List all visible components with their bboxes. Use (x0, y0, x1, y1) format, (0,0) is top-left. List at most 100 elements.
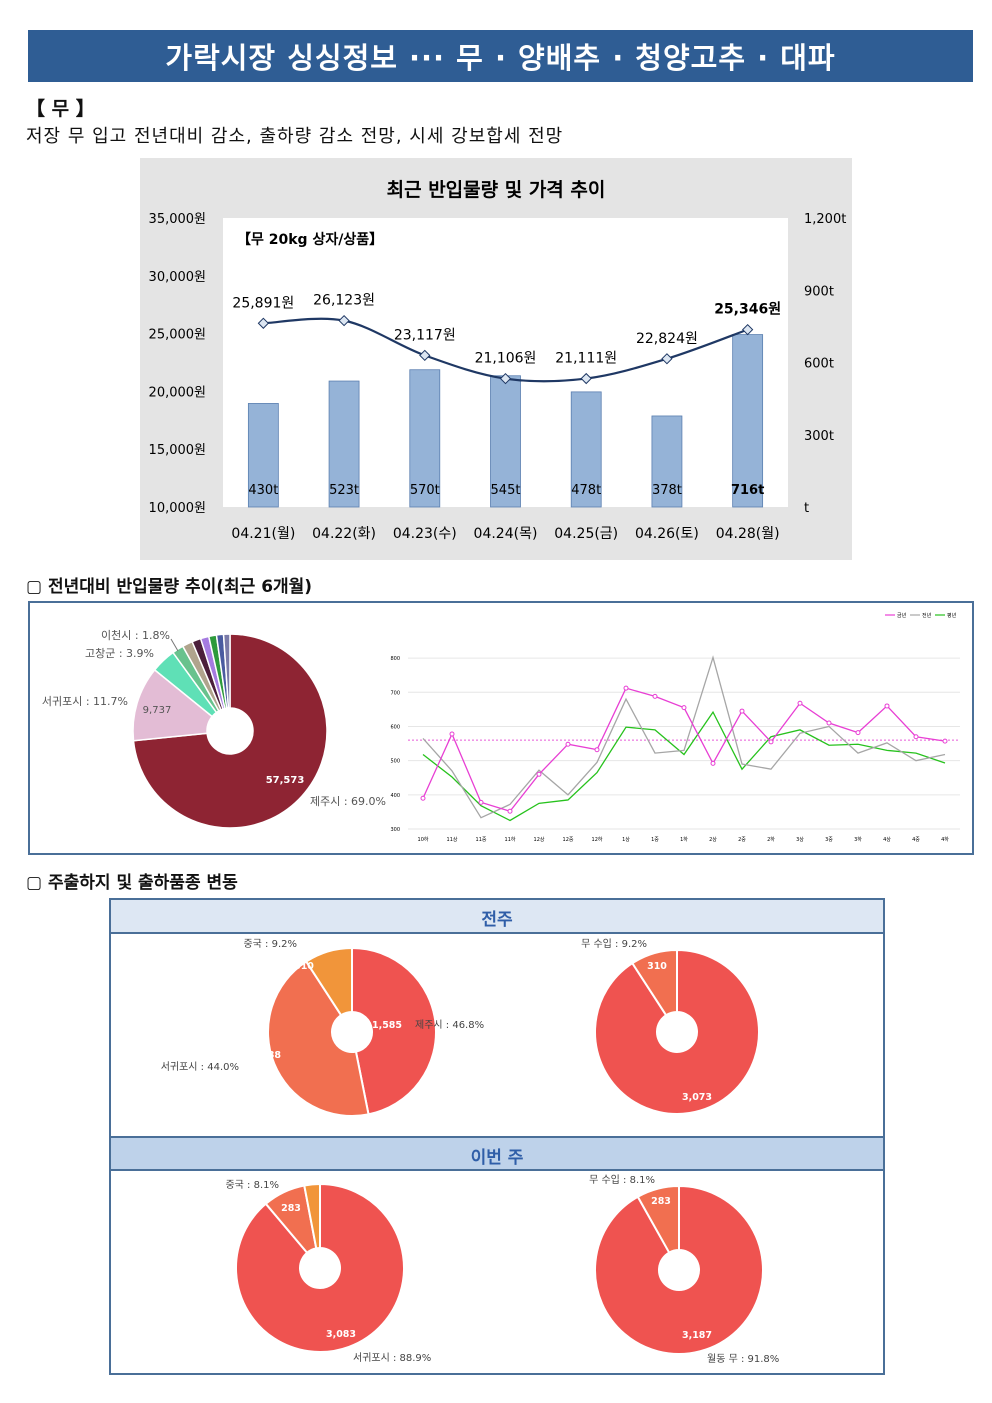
x-tick-label: 1하 (680, 836, 688, 843)
right-axis-tick: t (804, 501, 809, 516)
x-tick-label: 11상 (447, 836, 458, 843)
series-point (739, 708, 745, 714)
x-tick-label: 3중 (825, 837, 833, 843)
x-tick-label: 2상 (709, 836, 717, 843)
bar-label: 378t (652, 483, 682, 498)
series-point (884, 703, 890, 709)
bar (328, 380, 360, 508)
series-point (507, 808, 513, 814)
series-point (797, 700, 803, 706)
series-point (594, 747, 600, 753)
x-tick-label: 1상 (622, 836, 630, 843)
x-tick-label: 04.23(수) (393, 526, 457, 542)
y-tick-label: 400 (390, 793, 400, 799)
donut-value-label: 3,073 (682, 1092, 712, 1103)
price-point (661, 353, 673, 365)
left-axis-tick: 30,000원 (149, 270, 206, 285)
pie-leader (170, 638, 179, 652)
donut-label: 중국 : 8.1% (225, 1179, 279, 1191)
legend-label: 금년 (897, 612, 907, 619)
right-axis-tick: 1,200t (804, 212, 846, 227)
right-axis-tick: 600t (804, 357, 834, 372)
bar (570, 391, 602, 508)
left-axis-tick: 15,000원 (149, 443, 206, 458)
left-axis-tick: 35,000원 (149, 212, 206, 227)
x-tick-label: 12상 (534, 836, 545, 843)
series-point (681, 705, 687, 711)
price-point (338, 314, 350, 327)
donut-label: 무 수입 : 8.1% (589, 1173, 655, 1186)
x-tick-label: 2중 (738, 837, 746, 843)
price-label: 26,123원 (313, 293, 375, 309)
price-label: 23,117원 (394, 327, 456, 343)
x-tick-label: 11중 (476, 837, 487, 843)
donut-value-label: 1,488 (251, 1050, 281, 1061)
price-label: 25,346원 (714, 302, 781, 318)
prev-week-header: 전주 (111, 900, 883, 934)
series-point (623, 685, 629, 691)
donut-label: 서귀포시 : 88.9% (353, 1352, 431, 1364)
donut-slice (304, 946, 353, 1017)
price-label: 21,111원 (555, 351, 617, 367)
bar (651, 415, 683, 508)
chart-title: 최근 반입물량 및 가격 추이 (387, 179, 606, 201)
price-label: 22,824원 (636, 331, 698, 347)
x-tick-label: 3상 (796, 836, 804, 843)
donut-value-label: 3,187 (682, 1330, 712, 1341)
bar-label: 716t (731, 483, 764, 498)
series-point (942, 738, 948, 744)
y-tick-label: 500 (390, 759, 400, 765)
series-point (536, 771, 542, 777)
this-week-header: 이번 주 (111, 1136, 883, 1171)
checkbox-icon: ▢ (26, 577, 48, 597)
x-tick-label: 10하 (418, 836, 429, 843)
x-tick-label: 04.22(화) (312, 526, 376, 542)
page-banner: 가락시장 싱싱정보 ··· 무 · 양배추 · 청양고추 · 대파 (28, 30, 973, 82)
x-tick-label: 2하 (767, 836, 775, 843)
price-point (580, 372, 592, 385)
donut-slice (303, 1182, 321, 1250)
x-tick-label: 4하 (941, 836, 949, 843)
pie-value-label: 57,573 (266, 775, 305, 786)
this-week-title: 이번 주 (470, 1148, 524, 1168)
donut-value-label: 283 (281, 1203, 301, 1214)
donut-slice (235, 1182, 405, 1353)
trade-heading-text: 주출하지 및 출하품종 변동 (47, 873, 238, 893)
pie-slice (132, 668, 214, 742)
section-label: 【 무 】 (26, 98, 95, 120)
series-point (478, 799, 484, 805)
donut-slice (594, 948, 760, 1115)
donut-value-label: 3,083 (326, 1329, 356, 1340)
pie-label: 제주시 : 69.0% (310, 795, 386, 808)
legend-label: 평년 (947, 612, 957, 619)
x-tick-label: 4중 (912, 837, 920, 843)
series-point (420, 795, 426, 801)
donut-label: 제주시 : 46.8% (415, 1019, 484, 1031)
checkbox-icon: ▢ (26, 873, 48, 893)
arrival-price-chart: 최근 반입물량 및 가격 추이 【무 20kg 상자/상품】 35,000원 30,0… (140, 158, 852, 560)
donut-value-label: 1,585 (372, 1020, 402, 1031)
bar (732, 334, 764, 508)
donut-label: 월동 무 : 91.8% (707, 1353, 779, 1365)
yoy-panel: 57,573 9,737 제주시 : 69.0% 서귀포시 : 11.7% 고창군 : … (28, 601, 974, 855)
donut-slice (636, 1184, 680, 1254)
bar-label: 430t (248, 483, 278, 498)
bar (409, 369, 441, 508)
right-axis-tick: 300t (804, 429, 834, 444)
right-axis-tick: 900t (804, 284, 834, 299)
legend-label: 전년 (922, 612, 932, 619)
prev-week-title: 전주 (481, 910, 513, 930)
yoy-heading: ▢ 전년대비 반입물량 추이(최근 6개월) (26, 572, 312, 597)
section-summary: 저장 무 입고 전년대비 감소, 출하량 감소 전망, 시세 강보합세 전망 (26, 126, 564, 147)
bar (490, 375, 521, 508)
series-point (710, 760, 716, 766)
left-axis-tick: 20,000원 (149, 385, 206, 400)
price-label: 25,891원 (232, 295, 294, 311)
price-point (741, 323, 754, 336)
x-tick-label: 04.25(금) (554, 526, 618, 542)
x-tick-label: 04.26(토) (635, 526, 699, 542)
pie-label: 서귀포시 : 11.7% (42, 695, 128, 708)
pie-value-label: 9,737 (143, 705, 172, 716)
y-tick-label: 300 (390, 827, 400, 833)
pie-label: 이천시 : 1.8% (101, 628, 170, 642)
